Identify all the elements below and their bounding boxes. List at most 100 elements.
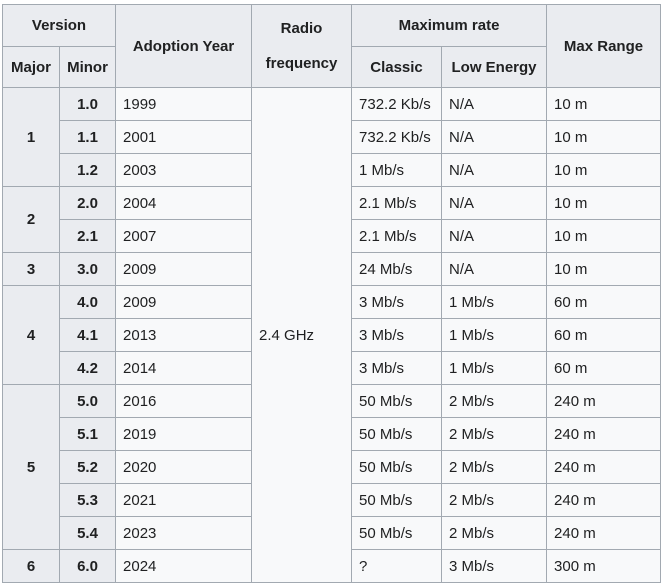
range-cell: 10 m [546, 252, 662, 286]
le-rate-cell: N/A [441, 186, 548, 220]
minor-version-cell: 5.3 [58, 483, 117, 517]
range-cell: 240 m [546, 384, 662, 418]
range-cell: 240 m [546, 450, 662, 484]
le-rate-cell: 2 Mb/s [441, 384, 548, 418]
minor-version-cell: 5.4 [58, 516, 117, 550]
minor-version-cell: 4.1 [58, 318, 117, 352]
le-rate-cell: N/A [441, 153, 548, 187]
classic-rate-cell: 50 Mb/s [351, 450, 443, 484]
classic-rate-cell: 732.2 Kb/s [351, 87, 443, 121]
major-header: Major [2, 46, 60, 88]
year-cell: 2024 [115, 549, 253, 583]
le-rate-cell: 2 Mb/s [441, 450, 548, 484]
radio-frequency-header: Radio frequency [251, 4, 353, 88]
year-cell: 2009 [115, 252, 253, 286]
minor-version-cell: 4.0 [58, 285, 117, 319]
max-rate-header: Maximum rate [351, 4, 548, 47]
le-rate-cell: 2 Mb/s [441, 483, 548, 517]
range-cell: 240 m [546, 417, 662, 451]
year-cell: 2020 [115, 450, 253, 484]
minor-version-cell: 2.1 [58, 219, 117, 253]
table-row: 4.1 2013 3 Mb/s 1 Mb/s 60 m [3, 318, 662, 352]
year-cell: 2021 [115, 483, 253, 517]
year-cell: 2013 [115, 318, 253, 352]
range-cell: 10 m [546, 186, 662, 220]
radio-frequency-cell: 2.4 GHz [251, 87, 353, 583]
year-cell: 2023 [115, 516, 253, 550]
minor-header: Minor [58, 46, 117, 88]
table-row: 2.1 2007 2.1 Mb/s N/A 10 m [3, 219, 662, 253]
table-row: 3 3.0 2009 24 Mb/s N/A 10 m [2, 252, 662, 286]
year-cell: 2001 [115, 120, 253, 154]
minor-version-cell: 6.0 [58, 549, 117, 583]
table-row: 4.2 2014 3 Mb/s 1 Mb/s 60 m [3, 351, 662, 385]
year-cell: 2016 [115, 384, 253, 418]
year-cell: 2007 [115, 219, 253, 253]
table-row: 6 6.0 2024 ? 3 Mb/s 300 m [2, 549, 662, 583]
year-cell: 2003 [115, 153, 253, 187]
table-row: 1.2 2003 1 Mb/s N/A 10 m [3, 153, 662, 187]
classic-rate-cell: 3 Mb/s [351, 318, 443, 352]
le-rate-cell: N/A [441, 120, 548, 154]
radio-frequency-header-line1: Radio [280, 20, 323, 37]
classic-rate-cell: 2.1 Mb/s [351, 186, 443, 220]
range-cell: 10 m [546, 87, 662, 121]
year-cell: 2014 [115, 351, 253, 385]
year-cell: 1999 [115, 87, 253, 121]
le-rate-cell: 1 Mb/s [441, 285, 548, 319]
table-row: 5.4 2023 50 Mb/s 2 Mb/s 240 m [3, 516, 662, 550]
range-cell: 10 m [546, 153, 662, 187]
le-rate-cell: 1 Mb/s [441, 318, 548, 352]
classic-rate-cell: 732.2 Kb/s [351, 120, 443, 154]
major-version-cell: 2 [2, 186, 60, 253]
classic-rate-cell: 24 Mb/s [351, 252, 443, 286]
classic-rate-cell: 50 Mb/s [351, 384, 443, 418]
le-rate-cell: N/A [441, 87, 548, 121]
year-cell: 2019 [115, 417, 253, 451]
range-cell: 240 m [546, 516, 662, 550]
range-cell: 300 m [546, 549, 662, 583]
version-header: Version [1, 4, 117, 47]
adoption-year-header: Adoption Year [115, 4, 253, 88]
classic-header: Classic [351, 46, 443, 88]
classic-rate-cell: 3 Mb/s [351, 285, 443, 319]
classic-rate-cell: 50 Mb/s [351, 483, 443, 517]
range-cell: 60 m [546, 285, 662, 319]
le-rate-cell: N/A [441, 219, 548, 253]
table-row: 5.2 2020 50 Mb/s 2 Mb/s 240 m [3, 450, 662, 484]
year-cell: 2009 [115, 285, 253, 319]
year-cell: 2004 [115, 186, 253, 220]
minor-version-cell: 1.1 [58, 120, 117, 154]
classic-rate-cell: ? [351, 549, 443, 583]
minor-version-cell: 3.0 [58, 252, 117, 286]
major-version-cell: 1 [2, 87, 60, 187]
major-version-cell: 3 [2, 252, 60, 286]
major-version-cell: 4 [2, 285, 60, 385]
low-energy-header: Low Energy [441, 46, 548, 88]
major-version-cell: 6 [2, 549, 60, 583]
classic-rate-cell: 2.1 Mb/s [351, 219, 443, 253]
minor-version-cell: 5.2 [58, 450, 117, 484]
minor-version-cell: 5.1 [58, 417, 117, 451]
classic-rate-cell: 1 Mb/s [351, 153, 443, 187]
le-rate-cell: 2 Mb/s [441, 516, 548, 550]
table-row: 4 4.0 2009 3 Mb/s 1 Mb/s 60 m [2, 285, 662, 385]
max-range-header: Max Range [546, 4, 662, 88]
range-cell: 60 m [546, 318, 662, 352]
le-rate-cell: 1 Mb/s [441, 351, 548, 385]
bluetooth-versions-table: Version Adoption Year Radio frequency Max… [1, 4, 662, 583]
table-row: 5.3 2021 50 Mb/s 2 Mb/s 240 m [3, 483, 662, 517]
major-version-cell: 5 [2, 384, 60, 550]
minor-version-cell: 1.0 [58, 87, 117, 121]
minor-version-cell: 1.2 [58, 153, 117, 187]
classic-rate-cell: 3 Mb/s [351, 351, 443, 385]
classic-rate-cell: 50 Mb/s [351, 417, 443, 451]
range-cell: 10 m [546, 219, 662, 253]
table-row: 1 1.0 1999 2.4 GHz 732.2 Kb/s N/A 10 m [2, 87, 662, 583]
le-rate-cell: 3 Mb/s [441, 549, 548, 583]
minor-version-cell: 2.0 [58, 186, 117, 220]
le-rate-cell: 2 Mb/s [441, 417, 548, 451]
le-rate-cell: N/A [441, 252, 548, 286]
classic-rate-cell: 50 Mb/s [351, 516, 443, 550]
radio-frequency-header-line2: frequency [265, 55, 338, 72]
